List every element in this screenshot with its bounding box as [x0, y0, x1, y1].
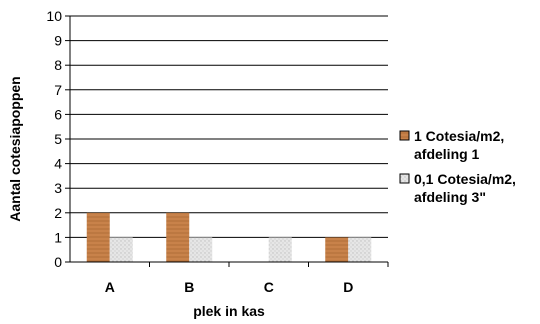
x-axis-title: plek in kas	[193, 303, 265, 319]
x-tick-label: B	[184, 279, 194, 295]
legend-label-2: afdeling 3"	[414, 189, 486, 205]
y-tick-label: 5	[54, 131, 62, 147]
y-tick-label: 7	[54, 82, 62, 98]
bars	[86, 212, 372, 262]
legend: 1 Cotesia/m2, afdeling 1 0,1 Cotesia/m2, af…	[399, 128, 516, 205]
x-tick-label: D	[343, 279, 353, 295]
y-tick-label: 4	[54, 156, 62, 172]
y-tick-label: 6	[54, 106, 62, 122]
legend-label-1: 1 Cotesia/m2,	[414, 128, 504, 144]
bar-series-2-B	[189, 237, 213, 262]
bar-series-1-A	[86, 212, 110, 262]
y-tick-label: 9	[54, 33, 62, 49]
bar-series-2-C	[268, 237, 292, 262]
bar-series-1-B	[166, 212, 190, 262]
y-tick-label: 10	[46, 8, 62, 24]
legend-label-2: 0,1 Cotesia/m2,	[414, 171, 516, 187]
y-axis-title: Aantal cotesiapoppen	[7, 76, 23, 221]
bar-series-1-D	[325, 237, 349, 262]
legend-swatch-1	[399, 130, 410, 141]
y-tick-label: 3	[54, 180, 62, 196]
tick-labels: 0 1 2 3 4 5 6 7 8 9 10 A B C D	[46, 8, 353, 295]
x-tick-label: A	[105, 279, 115, 295]
y-tick-label: 0	[54, 254, 62, 270]
y-tick-label: 1	[54, 229, 62, 245]
gridlines	[70, 15, 388, 238]
x-tick-label: C	[264, 279, 274, 295]
axes	[65, 15, 389, 267]
bar-series-2-A	[109, 237, 133, 262]
legend-swatch-2	[399, 173, 410, 184]
legend-label-1: afdeling 1	[414, 146, 480, 162]
bar-series-2-D	[348, 237, 372, 262]
y-tick-label: 8	[54, 57, 62, 73]
y-tick-label: 2	[54, 205, 62, 221]
